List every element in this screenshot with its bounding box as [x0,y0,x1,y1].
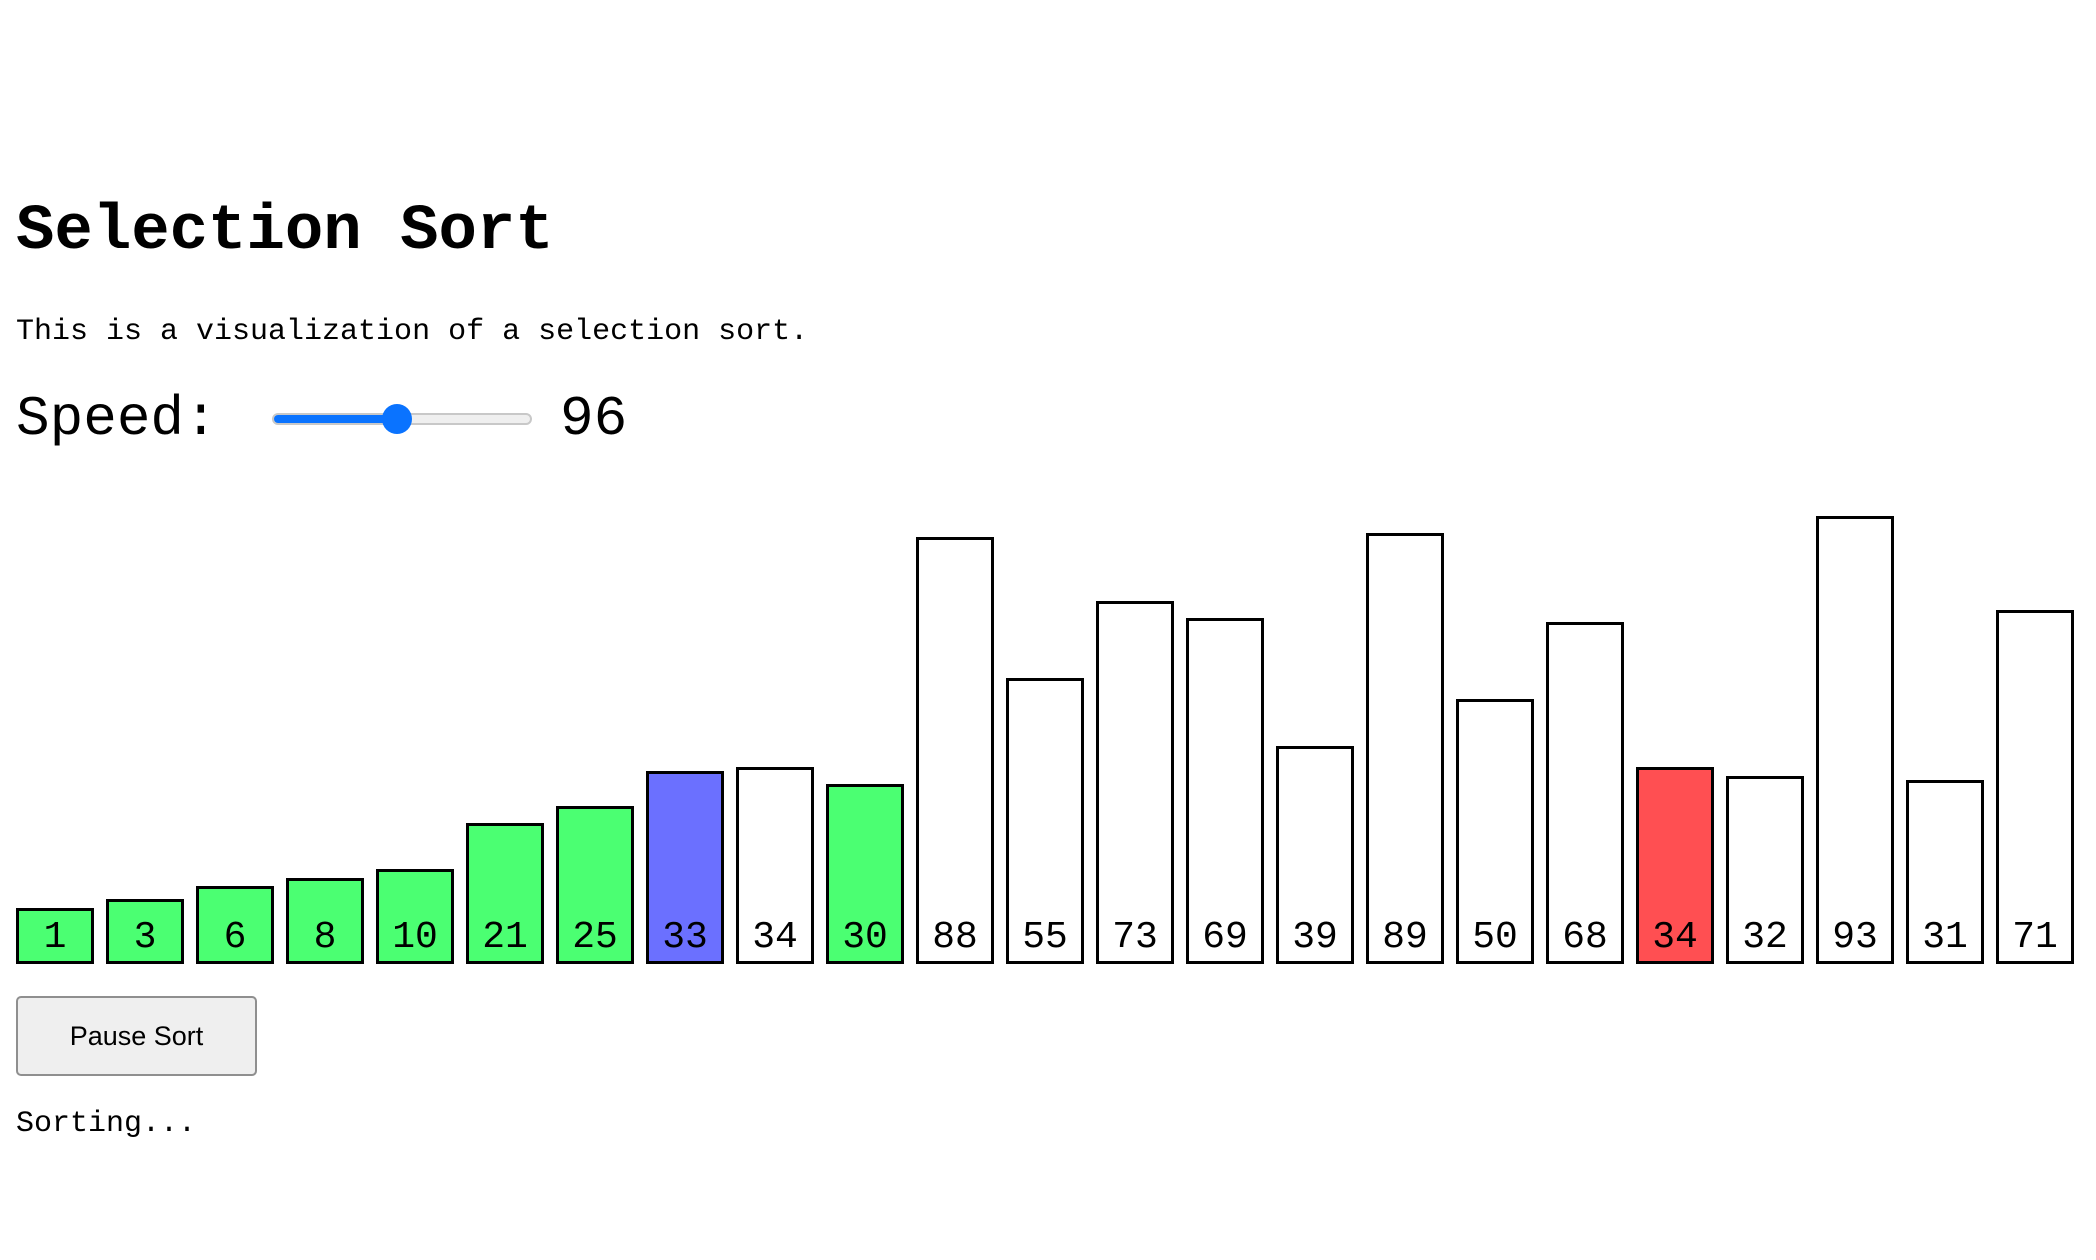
bar-value-label: 55 [1022,916,1068,959]
bar-value-label: 30 [842,916,888,959]
speed-control: Speed: 96 [16,384,627,454]
bar-value-label: 50 [1472,916,1518,959]
bar-value-label: 1 [43,916,67,959]
bar-value-label: 68 [1562,916,1608,959]
bar: 89 [1366,533,1444,964]
bar: 21 [466,822,544,964]
description: This is a visualization of a selection s… [16,315,809,349]
bar: 33 [646,771,724,964]
bar-value-label: 93 [1832,916,1878,959]
bar: 8 [286,877,364,964]
status-text: Sorting... [16,1107,197,1141]
bar: 69 [1186,618,1264,964]
bar-value-label: 6 [223,916,247,959]
pause-sort-button[interactable]: Pause Sort [16,996,257,1076]
bar: 34 [736,767,814,964]
bar: 93 [1816,516,1894,964]
bar: 10 [376,869,454,964]
bar: 71 [1996,609,2074,964]
bar: 39 [1276,745,1354,964]
bar-value-label: 32 [1742,916,1788,959]
bar-value-label: 21 [482,916,528,959]
bar: 30 [826,784,904,964]
bar-value-label: 69 [1202,916,1248,959]
bar-chart: 1 3 6 8 10 21 25 33 34 30 88 55 73 69 39 89 50 68 34 32 93 31… [0,480,2096,964]
bar-value-label: 39 [1292,916,1338,959]
bar: 50 [1456,699,1534,964]
bar: 32 [1726,775,1804,964]
speed-slider-thumb[interactable] [381,404,412,434]
bar-value-label: 73 [1112,916,1158,959]
bar: 3 [106,899,184,964]
bar: 73 [1096,601,1174,964]
bar: 6 [196,886,274,964]
bar: 25 [556,805,634,964]
bar-value-label: 33 [662,916,708,959]
bar: 55 [1006,677,1084,964]
bar-value-label: 10 [392,916,438,959]
bar-value-label: 25 [572,916,618,959]
bar: 68 [1546,622,1624,964]
bar-value-label: 71 [2012,916,2058,959]
bar: 34 [1636,767,1714,964]
bar-value-label: 88 [932,916,978,959]
bar-value-label: 34 [752,916,798,959]
bar-value-label: 3 [133,916,157,959]
speed-label: Speed: [16,387,218,451]
page-title: Selection Sort [16,196,554,268]
speed-slider[interactable] [272,402,532,436]
bar: 31 [1906,780,1984,964]
bar-value-label: 89 [1382,916,1428,959]
bar-value-label: 8 [313,916,337,959]
speed-slider-fill [274,415,397,423]
bar: 1 [16,907,94,964]
bar: 88 [916,537,994,964]
speed-value: 96 [560,387,628,451]
bar-value-label: 34 [1652,916,1698,959]
bar-value-label: 31 [1922,916,1968,959]
